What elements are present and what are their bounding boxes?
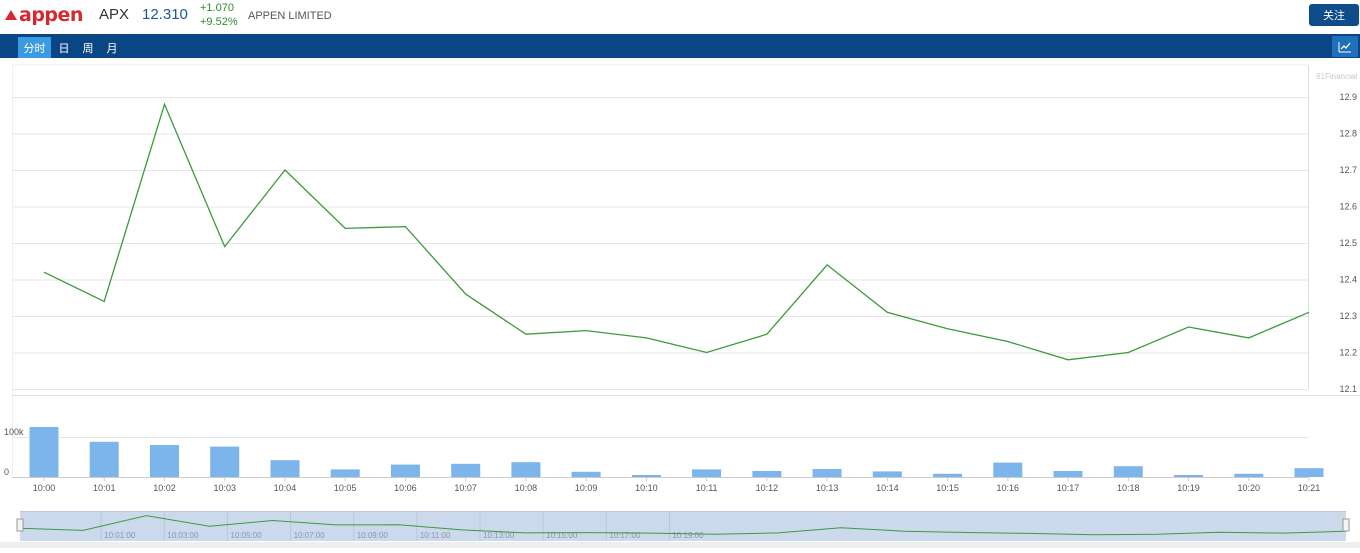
volume-bar [571, 471, 601, 477]
x-tick-label: 10:00 [33, 483, 56, 493]
x-tick-label: 10:14 [876, 483, 899, 493]
x-tick-label: 10:16 [997, 483, 1020, 493]
app-header: appen APX 12.310 +1.070 +9.52% APPEN LIM… [0, 0, 1360, 33]
price-tick-label: 12.3 [1339, 311, 1357, 321]
navigator-time-label: 10:19:00 [672, 531, 704, 540]
volume-bar [692, 469, 722, 477]
navigator-time-label: 10:03:00 [167, 531, 199, 540]
x-tick-label: 10:11 [696, 483, 718, 493]
x-tick-label: 10:19 [1177, 483, 1200, 493]
x-tick-label: 10:08 [515, 483, 538, 493]
navigator-time-label: 10:11:00 [420, 531, 451, 540]
volume-bar [390, 464, 420, 477]
price-tick-label: 12.2 [1339, 348, 1357, 358]
x-tick-label: 10:21 [1298, 483, 1321, 493]
volume-bar [933, 473, 963, 477]
tab-intraday[interactable]: 分时 [18, 37, 51, 58]
navigator-price-line [19, 515, 1347, 536]
company-name: APPEN LIMITED [248, 10, 332, 22]
navigator-time-label: 10:09:00 [357, 531, 389, 540]
volume-bar [210, 446, 240, 477]
x-tick-label: 10:06 [394, 483, 417, 493]
tab-weekly[interactable]: 周 [82, 41, 94, 55]
price-change-percent: +9.52% [200, 16, 238, 28]
logo-mark-icon [5, 10, 17, 20]
navigator-time-label: 10:05:00 [230, 531, 262, 540]
navigator-selected-range [20, 511, 1346, 541]
price-tick-label: 12.5 [1339, 238, 1357, 248]
x-tick-label: 10:03 [213, 483, 236, 493]
x-tick-label: 10:18 [1117, 483, 1140, 493]
x-tick-label: 10:04 [274, 483, 297, 493]
x-tick-label: 10:02 [153, 483, 176, 493]
volume-bar [993, 462, 1023, 477]
volume-bar [270, 460, 300, 477]
price-tick-label: 12.6 [1339, 202, 1357, 212]
current-price: 12.310 [142, 6, 188, 23]
tab-daily[interactable]: 日 [58, 41, 70, 55]
x-tick-label: 10:13 [816, 483, 839, 493]
line-chart-icon [1338, 41, 1351, 52]
price-tick-label: 12.1 [1339, 384, 1357, 394]
x-tick-label: 10:20 [1237, 483, 1260, 493]
volume-bar [872, 471, 902, 477]
volume-bar [1053, 471, 1083, 477]
price-tick-label: 12.8 [1339, 129, 1357, 139]
x-tick-label: 10:17 [1057, 483, 1080, 493]
navigator-time-label: 10:07:00 [294, 531, 326, 540]
navigator-time-label: 10:01:00 [104, 531, 136, 540]
navigator-left-handle[interactable] [16, 518, 24, 532]
price-tick-label: 12.7 [1339, 165, 1357, 175]
logo-text: appen [19, 4, 83, 26]
x-tick-label: 10:07 [454, 483, 477, 493]
volume-bar [752, 471, 782, 477]
volume-bar [631, 475, 661, 477]
volume-tick-label: 100k [4, 427, 24, 437]
x-tick-label: 10:15 [936, 483, 959, 493]
price-change-absolute: +1.070 [200, 2, 234, 14]
watermark: 61Financial [1316, 72, 1357, 81]
x-tick-label: 10:10 [635, 483, 658, 493]
navigator-time-label: 10:13:00 [483, 531, 515, 540]
volume-bar [1113, 466, 1143, 477]
tab-monthly[interactable]: 月 [106, 41, 118, 55]
navigator-scrollbar-track [0, 542, 1360, 548]
volume-bar [451, 463, 481, 477]
ticker-symbol: APX [99, 6, 130, 23]
x-tick-label: 10:12 [756, 483, 779, 493]
volume-bar [89, 441, 119, 477]
volume-bar [511, 462, 541, 477]
x-tick-label: 10:01 [93, 483, 116, 493]
volume-bar [812, 469, 842, 477]
navigator-time-label: 10:15:00 [546, 531, 578, 540]
price-series-line [43, 102, 1310, 361]
stock-chart[interactable]: 61Financial 12.9 12.8 12.7 12.6 12.5 12.4 12.3… [0, 58, 1360, 548]
stock-chart-svg: 61Financial 12.9 12.8 12.7 12.6 12.5 12.4 12.3… [0, 64, 1360, 548]
volume-bar [1174, 475, 1203, 477]
navigator-time-label: 10:17:00 [609, 531, 641, 540]
follow-button[interactable]: 关注 [1309, 4, 1359, 26]
volume-bar [1294, 468, 1324, 477]
volume-bar [330, 469, 360, 477]
volume-bar [29, 427, 59, 477]
appen-logo[interactable]: appen [5, 4, 83, 26]
volume-tick-label: 0 [4, 467, 9, 477]
chart-type-toggle[interactable] [1332, 36, 1358, 57]
period-tabbar: 分时 日 周 月 [0, 34, 1360, 58]
x-tick-label: 10:09 [575, 483, 598, 493]
volume-bar [150, 445, 179, 477]
price-tick-label: 12.9 [1339, 92, 1357, 102]
x-tick-label: 10:05 [334, 483, 357, 493]
volume-bar [1234, 473, 1264, 477]
navigator-right-handle[interactable] [1342, 518, 1350, 532]
price-tick-label: 12.4 [1339, 275, 1357, 285]
